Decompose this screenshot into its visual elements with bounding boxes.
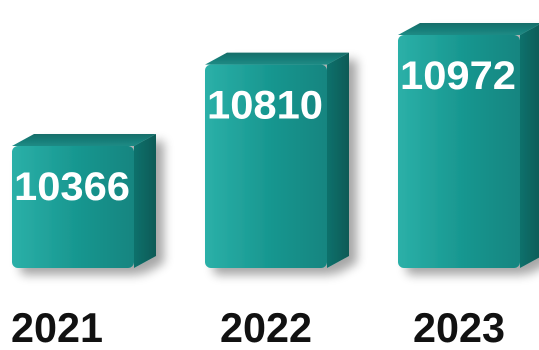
bar-side-face xyxy=(134,134,156,268)
bar-side-face xyxy=(327,52,349,269)
category-labels-group: 2021 2022 2023 xyxy=(11,304,505,350)
bars-group: 10366 10810 10972 xyxy=(12,23,539,269)
bar-top-face xyxy=(398,23,539,35)
bar-2023: 10972 xyxy=(398,23,539,268)
bar-top-face xyxy=(12,134,156,146)
category-label: 2021 xyxy=(11,304,103,350)
bar-front-face xyxy=(398,35,520,268)
bar-value-label: 10810 xyxy=(207,84,323,128)
bar-value-label: 10366 xyxy=(14,165,130,209)
bar-top-face xyxy=(205,52,349,65)
bar-2022: 10810 xyxy=(205,52,349,269)
bar-front-face xyxy=(205,64,327,268)
bar-front-face xyxy=(12,146,134,268)
bar-2021: 10366 xyxy=(12,134,156,268)
category-label: 2023 xyxy=(413,304,505,350)
bar-side-face xyxy=(520,24,539,268)
category-label: 2022 xyxy=(220,304,312,350)
bar-value-label: 10972 xyxy=(400,54,516,98)
